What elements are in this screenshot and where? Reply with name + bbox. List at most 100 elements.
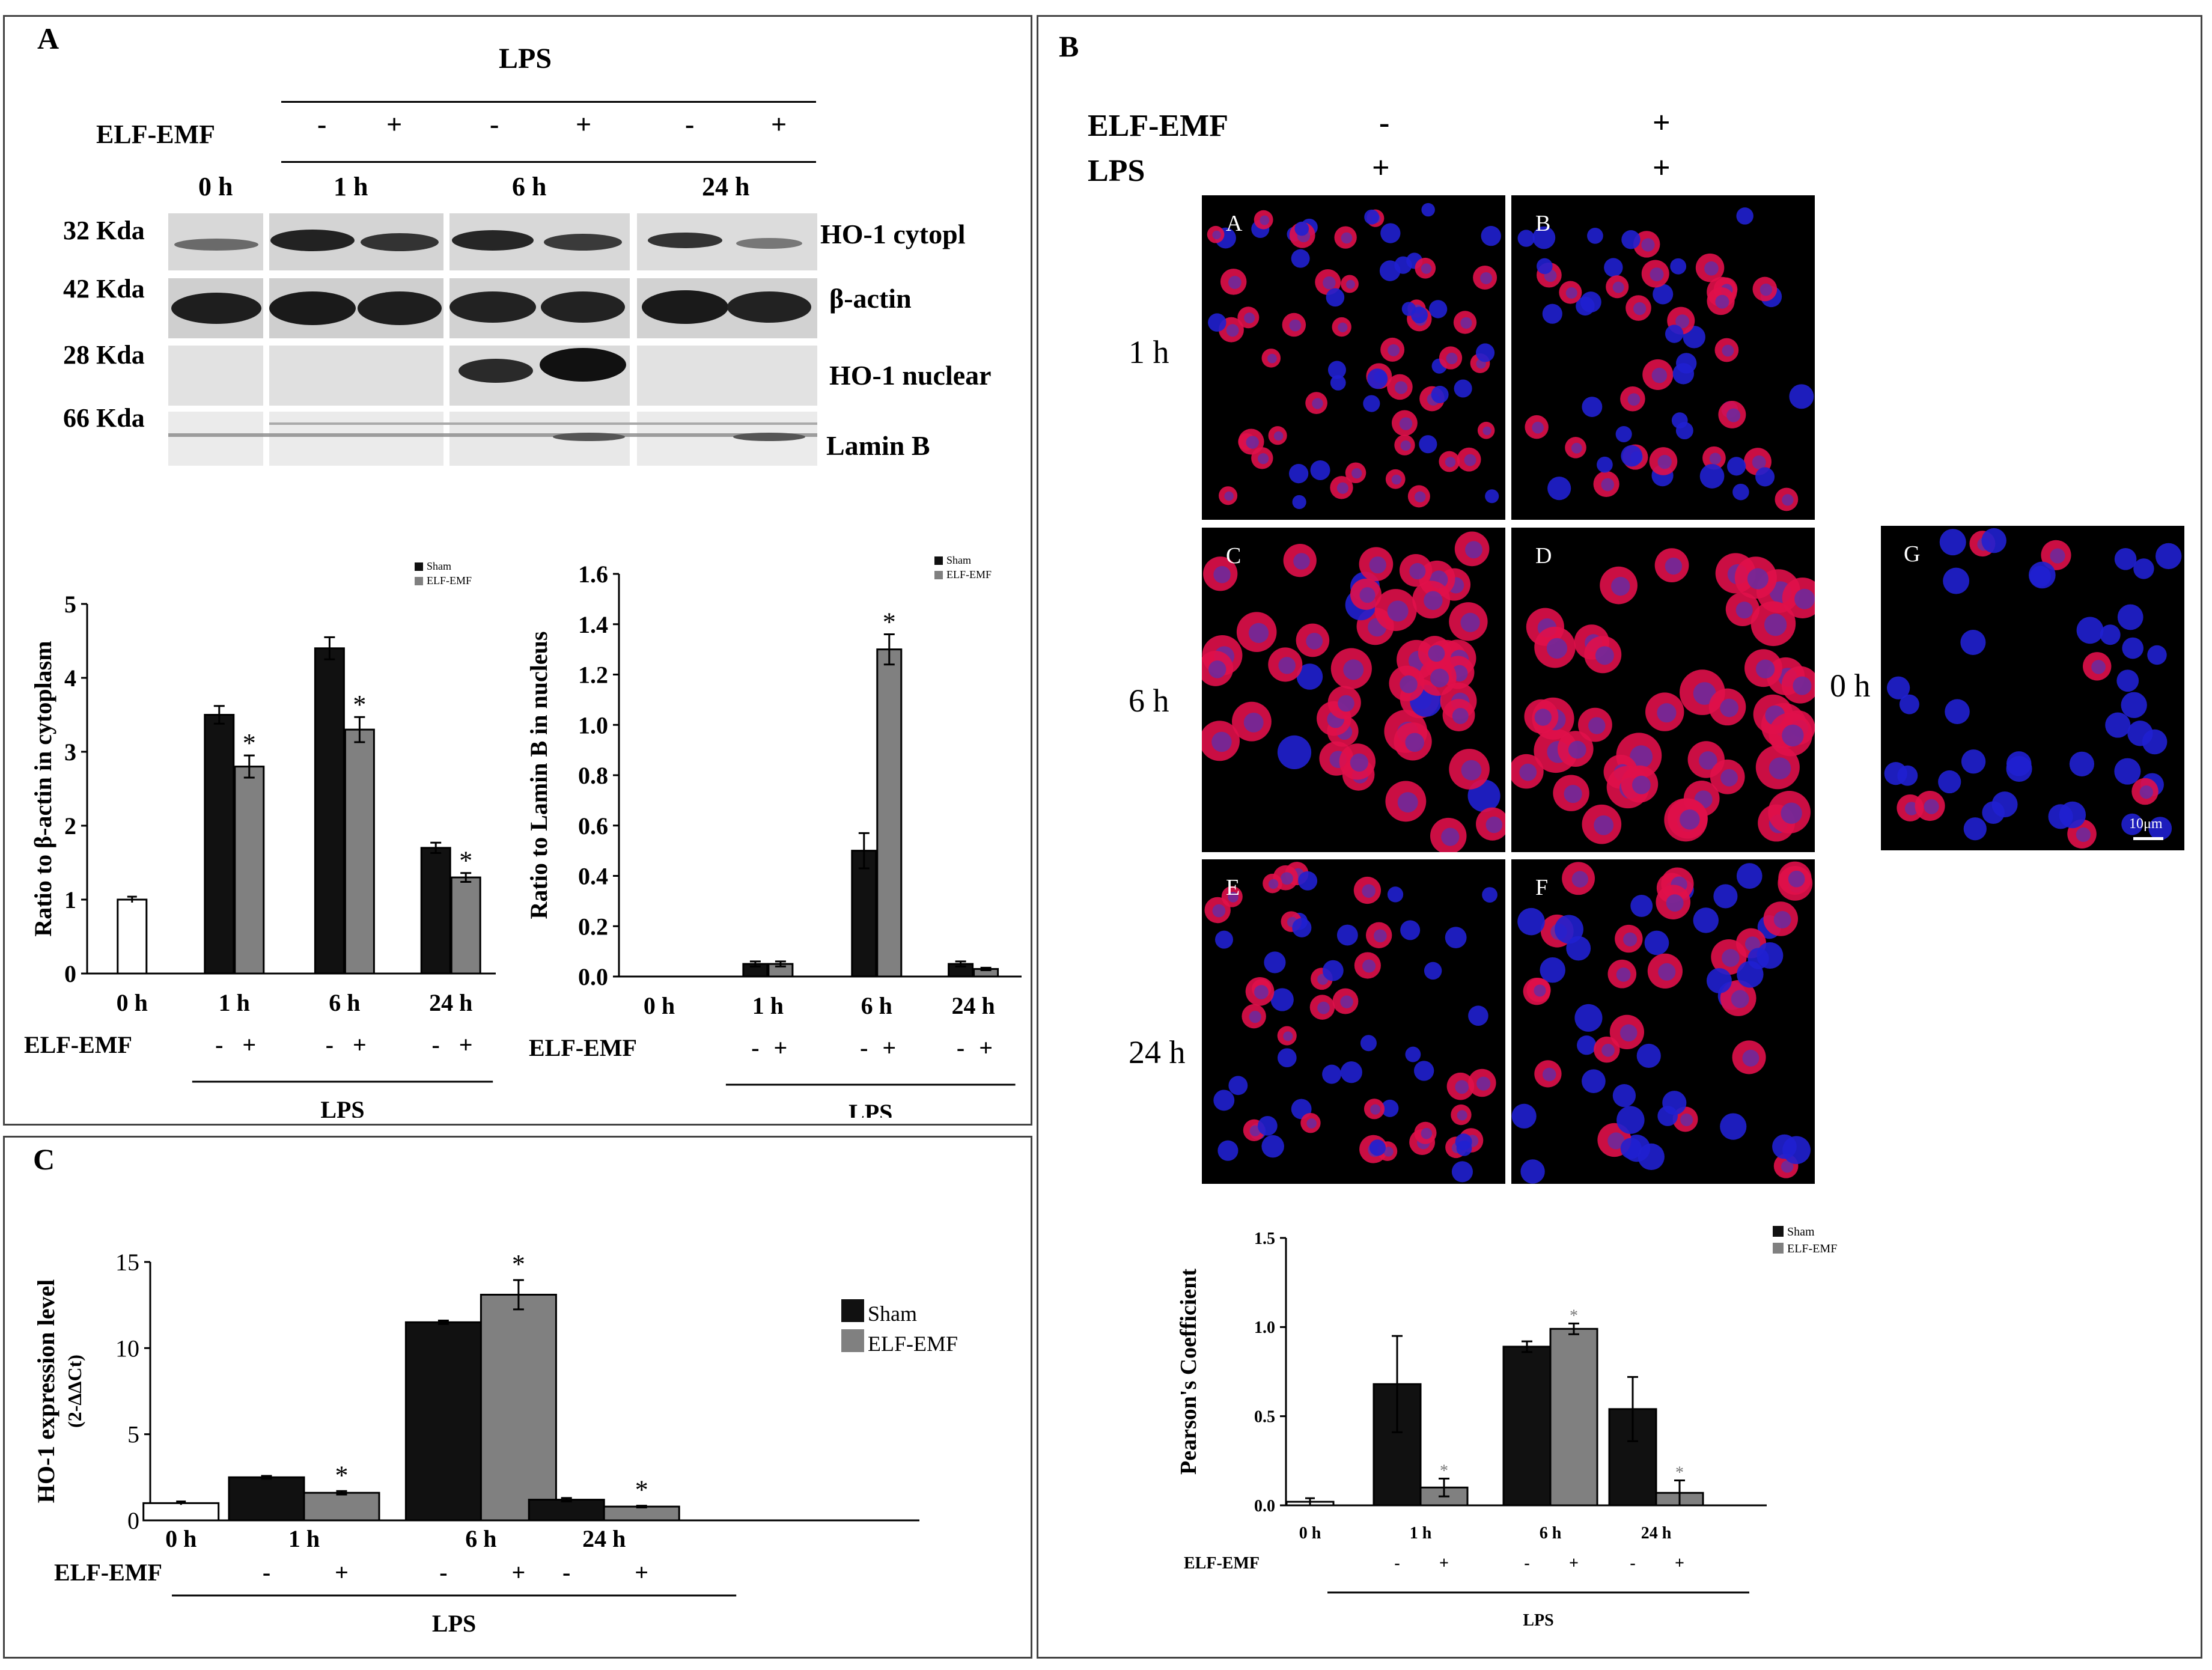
cell-nucleus bbox=[1991, 791, 2018, 818]
cell-nucleus bbox=[1588, 717, 1606, 734]
cell-nucleus bbox=[1264, 951, 1286, 974]
scale-bar-label: 10μm bbox=[2129, 816, 2163, 832]
significance-star: * bbox=[1675, 1463, 1684, 1482]
western-blot-image bbox=[168, 213, 817, 466]
cell-nucleus bbox=[1306, 1118, 1317, 1129]
cell-nucleus bbox=[1340, 1061, 1362, 1083]
y-tick-label: 0 bbox=[127, 1507, 139, 1534]
bar-elf-emf bbox=[480, 1293, 557, 1522]
cell-nucleus bbox=[1330, 375, 1346, 391]
cell-nucleus bbox=[1666, 894, 1684, 912]
cell-nucleus bbox=[1381, 1099, 1399, 1117]
cell-nucleus bbox=[1280, 872, 1293, 885]
x-group-label: 0 h bbox=[165, 1525, 197, 1552]
cell-nucleus bbox=[1657, 454, 1672, 469]
micro-lps-label: LPS bbox=[1088, 154, 1145, 188]
cell-nucleus bbox=[1405, 733, 1425, 752]
cell-nucleus bbox=[2076, 827, 2091, 843]
x-sign-label: + bbox=[635, 1559, 648, 1586]
cell-nucleus bbox=[1542, 303, 1562, 324]
blot-time-line bbox=[281, 161, 816, 163]
cell-nucleus bbox=[1409, 562, 1426, 580]
cell-nucleus bbox=[1568, 740, 1586, 759]
legend-label-sham: Sham bbox=[427, 560, 451, 572]
cell-nucleus bbox=[1672, 363, 1695, 385]
bar-sham bbox=[851, 850, 877, 978]
cell-nucleus bbox=[1638, 1143, 1665, 1171]
cell-nucleus bbox=[1630, 745, 1653, 769]
blot-sign: + bbox=[576, 109, 592, 139]
y-tick-label: 3 bbox=[64, 739, 76, 766]
cell-nucleus bbox=[1289, 463, 1309, 484]
cell-nucleus bbox=[1658, 963, 1676, 981]
cell-nucleus bbox=[1292, 918, 1312, 937]
cell-nucleus bbox=[1294, 221, 1309, 236]
cell-nucleus bbox=[1387, 886, 1404, 903]
legend-swatch-sham bbox=[841, 1299, 864, 1322]
cell-nucleus bbox=[1341, 232, 1353, 244]
blot-time: 1 h bbox=[334, 172, 368, 201]
legend-swatch-elf-emf bbox=[1773, 1243, 1784, 1254]
cell-nucleus bbox=[1699, 464, 1725, 489]
x-sign-label: - bbox=[1630, 1554, 1635, 1573]
cell-nucleus bbox=[1419, 435, 1437, 454]
y-tick-label: 1.0 bbox=[1254, 1318, 1275, 1337]
cell-nucleus bbox=[1580, 291, 1601, 312]
cell-nucleus bbox=[1698, 751, 1717, 770]
bar-elf-emf bbox=[1549, 1327, 1598, 1507]
cell-nucleus bbox=[1715, 294, 1729, 309]
micrograph-letter: A bbox=[1226, 211, 1243, 236]
cell-nucleus bbox=[1460, 612, 1480, 633]
cell-nucleus bbox=[1460, 317, 1472, 329]
cell-nucleus bbox=[1346, 279, 1355, 289]
cell-nucleus bbox=[1693, 907, 1719, 933]
panel-a-letter: A bbox=[37, 22, 59, 55]
y-tick-label: 1.0 bbox=[578, 712, 608, 739]
cell-nucleus bbox=[1781, 802, 1802, 824]
cell-nucleus bbox=[1670, 258, 1687, 275]
cell-nucleus bbox=[1428, 300, 1448, 318]
cell-nucleus bbox=[2114, 547, 2137, 570]
cell-nucleus bbox=[1405, 1046, 1421, 1062]
cell-nucleus bbox=[1713, 884, 1738, 909]
chart-a1: 0 1 2 3 4 5 Ratio to β-actin in cytoplasm * * * 0 … bbox=[24, 560, 496, 1118]
cell-nucleus bbox=[2006, 751, 2032, 776]
cell-nucleus bbox=[1228, 1076, 1248, 1096]
cell-nucleus bbox=[1248, 623, 1269, 643]
micrograph-letter: F bbox=[1535, 875, 1549, 900]
cell-nucleus bbox=[1781, 1160, 1794, 1173]
blot-band-label: HO-1 nuclear bbox=[829, 360, 992, 391]
legend-swatch-elf-emf bbox=[841, 1329, 864, 1352]
cell-nucleus bbox=[1619, 1024, 1638, 1042]
x-sign-label: - bbox=[562, 1559, 570, 1586]
cell-nucleus bbox=[1587, 227, 1603, 244]
cell-nucleus bbox=[1212, 904, 1226, 918]
bar-sham bbox=[420, 847, 451, 975]
chart-c: 0 5 10 15 HO-1 expression level (2-ΔΔCt) * * * 0 … bbox=[32, 1249, 958, 1637]
cell-nucleus bbox=[1601, 478, 1615, 492]
x-sign-label: - bbox=[957, 1034, 964, 1061]
blot-band-label: Lamin B bbox=[826, 430, 930, 461]
cell-nucleus bbox=[1485, 816, 1503, 833]
cell-nucleus bbox=[1213, 565, 1231, 584]
cell-nucleus bbox=[2059, 801, 2086, 829]
cell-nucleus bbox=[1268, 879, 1279, 889]
cell-nucleus bbox=[1476, 343, 1495, 362]
cell-nucleus bbox=[2069, 751, 2095, 776]
significance-star: * bbox=[512, 1249, 525, 1279]
bar-sham bbox=[228, 1476, 305, 1522]
cell-nucleus bbox=[1582, 397, 1603, 417]
cell-nucleus bbox=[1270, 988, 1294, 1011]
cell-nucleus bbox=[1258, 1116, 1278, 1136]
cell-nucleus bbox=[1246, 436, 1259, 449]
y-tick-label: 1.2 bbox=[578, 662, 608, 689]
cell-nucleus bbox=[1379, 260, 1401, 281]
cell-nucleus bbox=[1373, 929, 1387, 943]
cell-nucleus bbox=[1243, 712, 1264, 733]
cell-nucleus bbox=[1943, 567, 1970, 594]
cell-nucleus bbox=[1594, 815, 1614, 835]
micrograph-b bbox=[1511, 195, 1815, 520]
x-sign-label: - bbox=[860, 1034, 868, 1061]
cell-nucleus bbox=[1454, 379, 1472, 398]
cell-nucleus bbox=[1621, 230, 1641, 249]
